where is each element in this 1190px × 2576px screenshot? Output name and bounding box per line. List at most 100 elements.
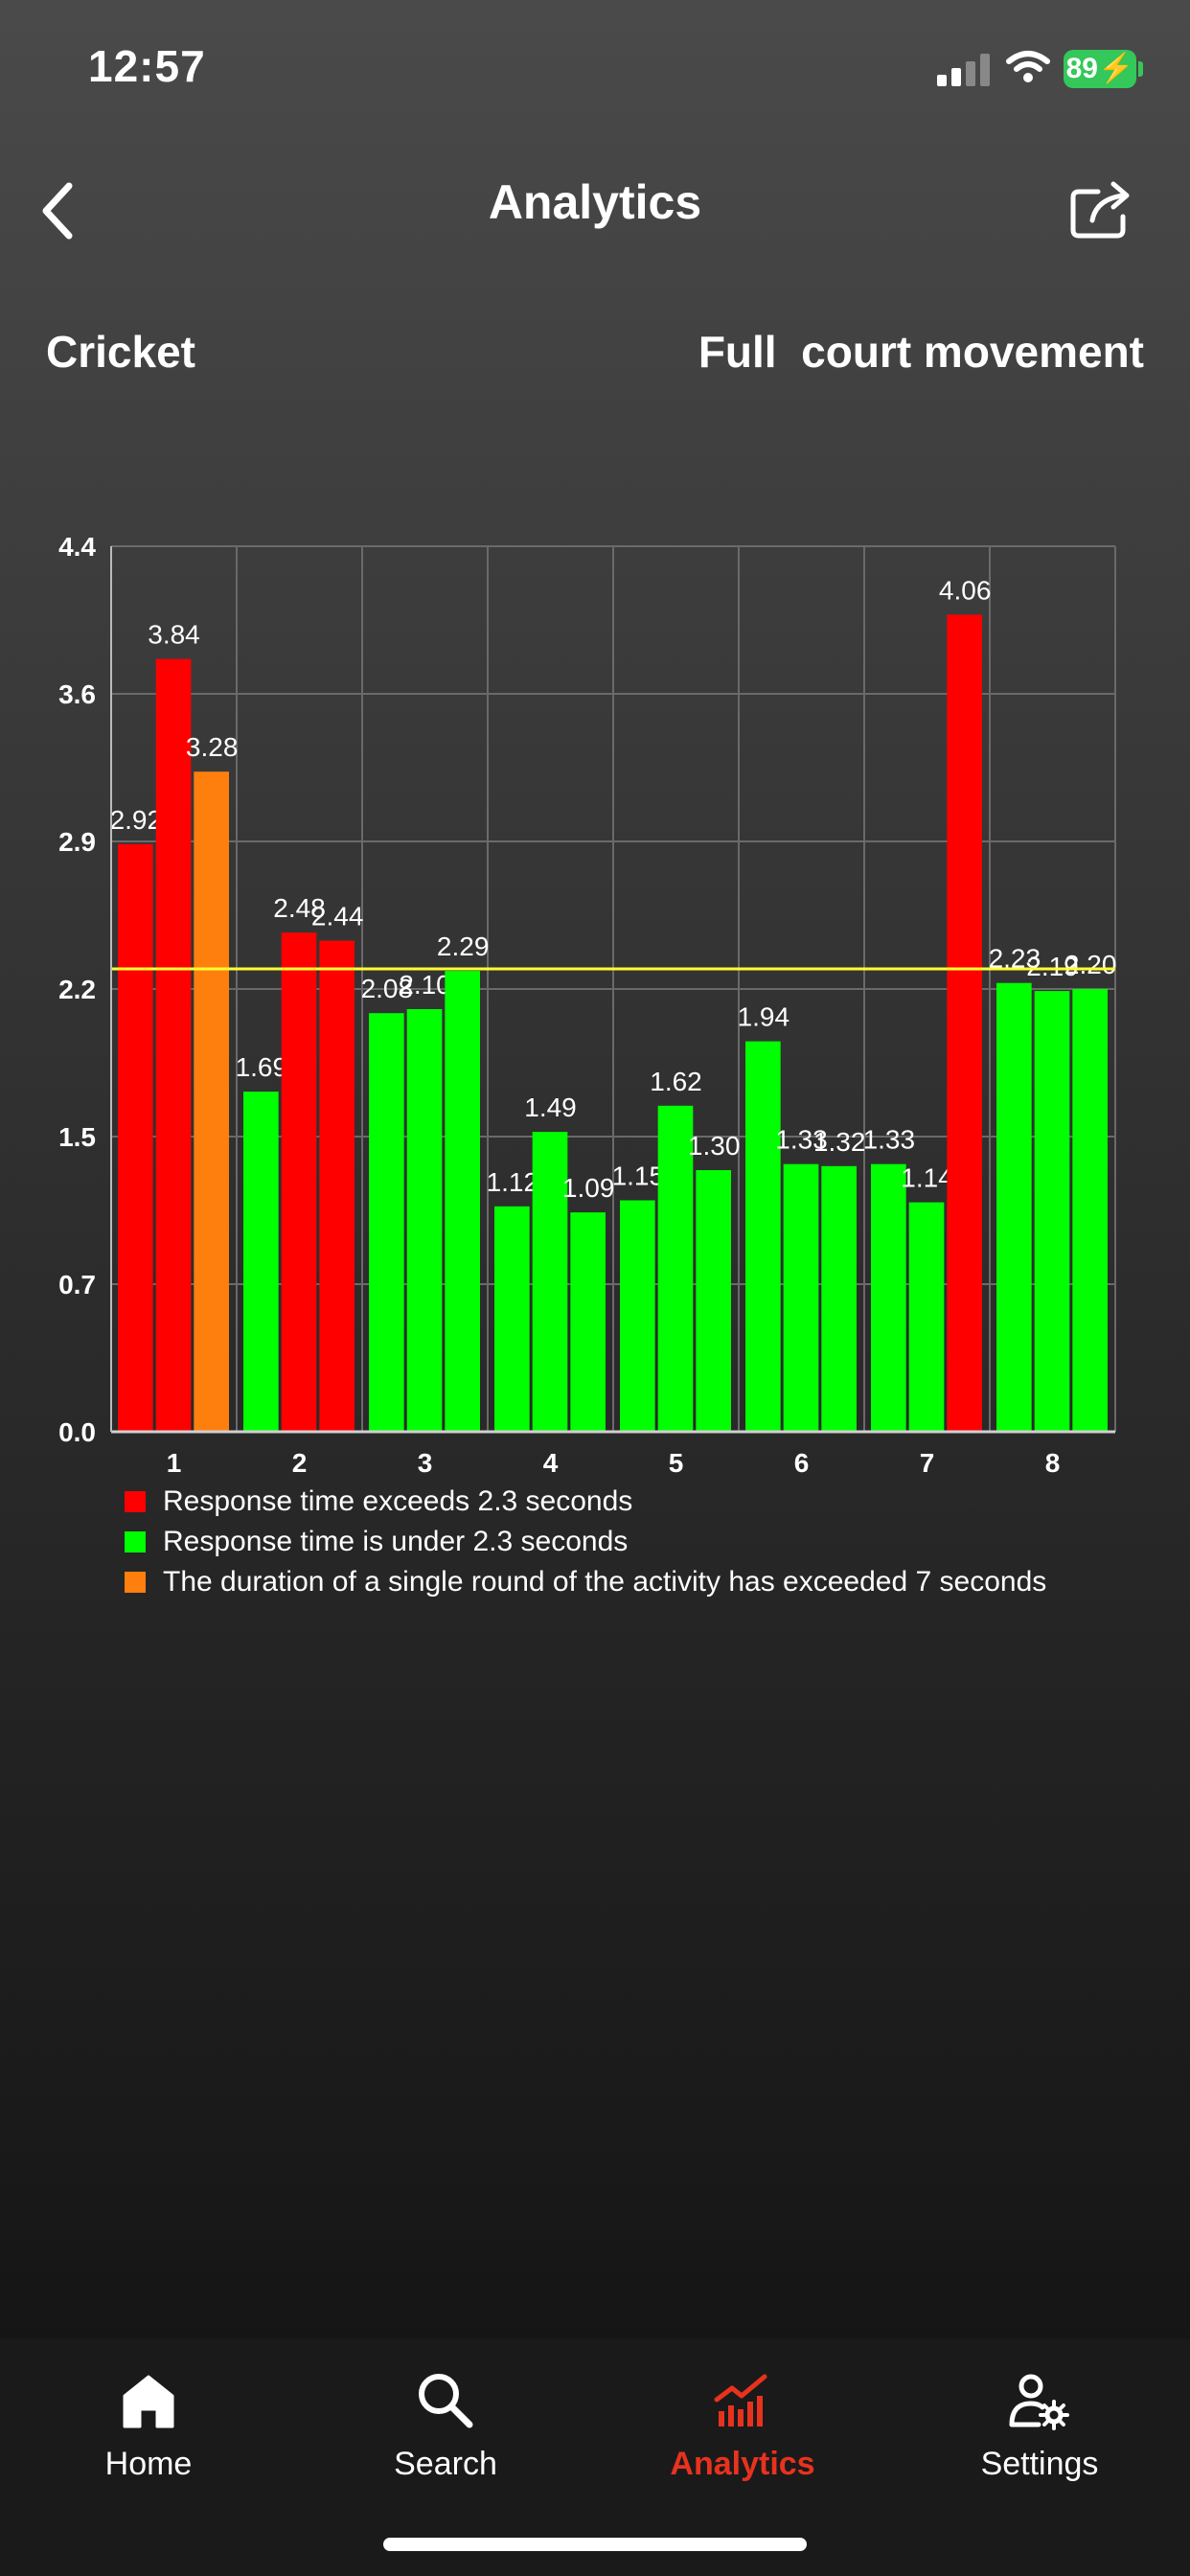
y-tick-label: 3.6: [58, 679, 96, 709]
bar-value-label: 1.94: [738, 1002, 790, 1032]
chart-bar: [947, 614, 982, 1432]
bar-value-label: 2.08: [361, 974, 414, 1003]
y-tick-label: 0.7: [58, 1270, 96, 1300]
legend-swatch-green: [125, 1531, 146, 1552]
chart-bar: [871, 1163, 906, 1432]
legend-label-clip: The duration of a single round of the ac…: [163, 1566, 1186, 1598]
bar-value-label: 2.10: [399, 970, 451, 1000]
page-title: Analytics: [488, 175, 702, 229]
bar-value-label: 2.48: [273, 893, 326, 923]
bar-value-label: 1.12: [487, 1167, 539, 1197]
bar-value-label: 3.28: [186, 732, 239, 762]
response-time-bar-chart: 0.0 0.7 1.5 2.2 2.9 3.6 4.4 1 2 3 4 5 6 7 8 2.92 3.84 3.2…: [58, 532, 1116, 1476]
chart-bar: [821, 1165, 857, 1432]
charging-bolt-icon: ⚡: [1098, 53, 1134, 84]
chart-bar: [155, 658, 192, 1432]
y-tick-label: 2.2: [58, 975, 96, 1004]
tab-search[interactable]: Search: [297, 2338, 594, 2520]
legend-swatch-orange: [125, 1572, 146, 1593]
chart-bar: [319, 940, 355, 1432]
chart-bar: [445, 971, 480, 1432]
chart-bar: [369, 1013, 404, 1432]
bar-value-label: 4.06: [939, 575, 992, 605]
activity-subheader: Cricket Full court movement: [46, 326, 1144, 383]
bar-value-label: 1.62: [650, 1067, 702, 1096]
home-indicator: [383, 2538, 807, 2551]
settings-icon: [1009, 2374, 1069, 2430]
battery-tip: [1138, 61, 1143, 77]
legend-item-red: Response time exceeds 2.3 seconds: [125, 1482, 1186, 1522]
bar-value-label: 1.32: [813, 1127, 866, 1157]
chart-bar: [1034, 991, 1070, 1432]
chart-bar: [281, 932, 317, 1432]
wifi-icon: [1006, 51, 1050, 82]
legend-swatch-red: [125, 1491, 146, 1512]
search-icon: [419, 2374, 473, 2428]
chart-bar: [1072, 989, 1108, 1432]
bar-value-label: 1.33: [775, 1125, 828, 1155]
x-tick-label: 7: [920, 1448, 935, 1476]
bottom-tab-bar: Home Search Analytics Settings: [0, 2338, 1190, 2576]
bar-value-label: 1.09: [562, 1173, 615, 1203]
tab-label: Home: [104, 2446, 193, 2482]
chart-bar: [996, 982, 1032, 1432]
bar-value-label: 1.14: [901, 1163, 953, 1193]
bar-value-label: 1.49: [524, 1092, 577, 1122]
back-chevron-icon[interactable]: [29, 172, 86, 249]
x-tick-label: 1: [167, 1448, 182, 1476]
tab-label: Settings: [980, 2446, 1099, 2482]
drill-name: Full court movement: [698, 327, 1144, 377]
y-tick-label: 1.5: [58, 1122, 96, 1152]
legend-item-orange: The duration of a single round of the ac…: [125, 1562, 1186, 1602]
bar-value-label: 1.69: [236, 1052, 288, 1082]
bar-value-label: 2.19: [1026, 952, 1079, 981]
tab-analytics[interactable]: Analytics: [594, 2338, 891, 2520]
y-tick-label: 0.0: [58, 1417, 96, 1447]
y-tick-label: 4.4: [58, 532, 96, 562]
bar-value-label: 2.44: [311, 902, 364, 932]
x-tick-label: 5: [669, 1448, 684, 1476]
tab-label: Search: [394, 2446, 497, 2482]
battery-icon: 89⚡: [1064, 50, 1136, 88]
chart-bar: [908, 1202, 945, 1432]
status-time: 12:57: [88, 41, 206, 91]
bar-value-label: 1.33: [863, 1125, 916, 1155]
x-tick-label: 4: [543, 1448, 559, 1476]
chart-bar: [118, 843, 153, 1432]
sport-name: Cricket: [46, 327, 195, 377]
share-icon[interactable]: [1064, 171, 1140, 247]
chart-bar: [406, 1009, 443, 1432]
nav-header: Analytics: [0, 163, 1190, 259]
signal-icon: [937, 54, 990, 86]
battery-level: 89: [1065, 53, 1098, 84]
x-tick-label: 8: [1045, 1448, 1061, 1476]
analytics-icon: [714, 2374, 767, 2426]
legend-label: Response time exceeds 2.3 seconds: [163, 1485, 633, 1517]
x-tick-label: 6: [794, 1448, 810, 1476]
legend-item-green: Response time is under 2.3 seconds: [125, 1522, 1186, 1562]
chart-bar: [745, 1041, 781, 1432]
chart-bar: [243, 1092, 279, 1432]
tab-home[interactable]: Home: [0, 2338, 297, 2520]
chart-legend: Response time exceeds 2.3 seconds Respon…: [125, 1482, 1186, 1602]
chart-bar: [783, 1163, 819, 1432]
chart-bar: [620, 1200, 655, 1432]
bar-value-label: 1.15: [612, 1162, 665, 1191]
y-tick-label: 2.9: [58, 827, 96, 857]
chart-bar: [494, 1206, 530, 1432]
legend-label: Response time is under 2.3 seconds: [163, 1526, 629, 1557]
chart-bar: [696, 1170, 731, 1432]
x-tick-label: 3: [418, 1448, 433, 1476]
legend-label: The duration of a single round of the ac…: [163, 1566, 1047, 1598]
chart-bar: [532, 1132, 568, 1432]
x-tick-label: 2: [292, 1448, 308, 1476]
bar-value-label: 2.29: [437, 932, 490, 961]
status-bar: 12:57 89⚡: [0, 0, 1190, 144]
chart-bar: [194, 771, 229, 1432]
bar-value-label: 1.30: [688, 1131, 741, 1161]
home-icon: [123, 2375, 174, 2428]
chart-bar: [657, 1105, 694, 1432]
tab-settings[interactable]: Settings: [891, 2338, 1188, 2520]
tab-label: Analytics: [670, 2446, 815, 2482]
bar-value-label: 2.92: [110, 805, 163, 835]
